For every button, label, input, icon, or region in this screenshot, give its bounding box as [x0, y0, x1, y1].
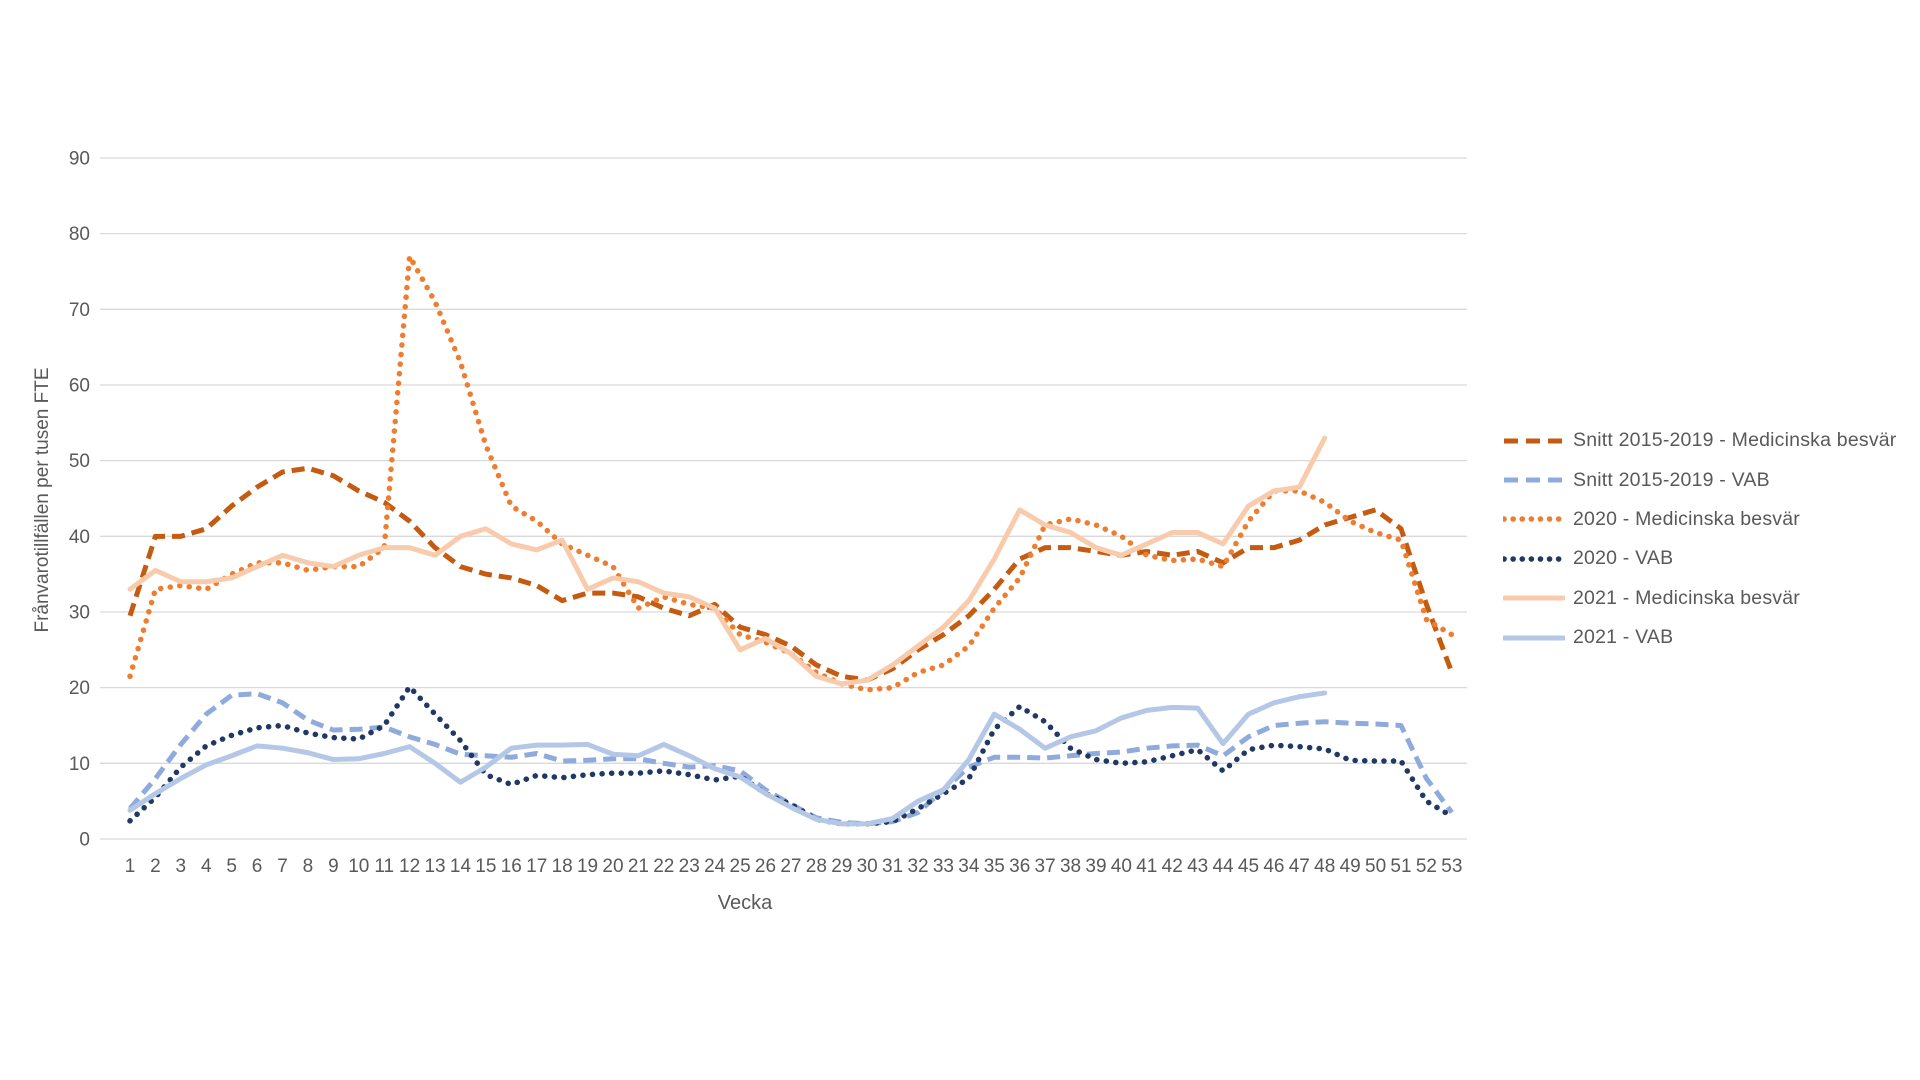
x-tick-label: 32	[907, 856, 928, 877]
series-line-snitt-2015-2019-medicinska-besv-r	[127, 465, 1455, 683]
x-tick-label: 46	[1263, 856, 1284, 877]
x-tick-label: 24	[704, 856, 726, 877]
x-tick-label: 28	[806, 856, 827, 877]
legend-label: 2020 - Medicinska besvär	[1573, 507, 1800, 530]
x-tick-label: 52	[1416, 856, 1437, 877]
x-tick-label: 37	[1035, 856, 1056, 877]
legend: Snitt 2015-2019 - Medicinska besvär Snit…	[1503, 421, 1897, 657]
x-tick-label: 38	[1060, 856, 1081, 877]
x-tick-label: 33	[933, 856, 954, 877]
x-tick-label: 8	[303, 856, 314, 877]
x-tick-label: 51	[1390, 856, 1411, 877]
legend-item-2020-vab: 2020 - VAB	[1503, 539, 1897, 578]
x-tick-label: 21	[628, 856, 649, 877]
legend-marker-snitt-vab-line	[1504, 477, 1564, 483]
x-tick-label: 25	[730, 856, 751, 877]
x-axis-tick-labels: 1 2 3 4 5 6 7 8 9 10 11 12 13 14 15 16 17 18 19 20 21 22 23 24 2…	[125, 856, 1463, 877]
gridlines	[100, 157, 1467, 840]
x-tick-label: 12	[399, 856, 420, 877]
y-tick-label: 10	[69, 754, 90, 775]
x-tick-label: 20	[602, 856, 623, 877]
legend-marker-2021-medicinska-line	[1503, 595, 1565, 601]
legend-marker-2020-vab-line	[1503, 556, 1565, 562]
legend-label: 2021 - VAB	[1573, 626, 1674, 649]
x-tick-label: 27	[780, 856, 801, 877]
y-tick-label: 90	[69, 148, 90, 169]
y-tick-label: 70	[69, 300, 90, 321]
x-tick-label: 41	[1136, 856, 1157, 877]
series-line-2020-vab	[127, 684, 1455, 827]
y-tick-label: 30	[69, 602, 90, 623]
x-tick-label: 45	[1238, 856, 1259, 877]
series-line-2020-medicinska-besv-r	[127, 253, 1455, 693]
legend-item-snitt-medicinska: Snitt 2015-2019 - Medicinska besvär	[1503, 421, 1897, 460]
x-tick-label: 4	[201, 856, 212, 877]
x-tick-label: 3	[176, 856, 187, 877]
x-tick-label: 48	[1314, 856, 1335, 877]
x-tick-label: 22	[653, 856, 674, 877]
y-axis-tick-labels: 0 10 20 30 40 50 60 70 80 90	[69, 148, 90, 850]
y-tick-label: 40	[69, 527, 90, 548]
x-tick-label: 18	[552, 856, 573, 877]
x-tick-label: 42	[1162, 856, 1183, 877]
series-line-snitt-2015-2019-vab	[128, 691, 1454, 827]
x-tick-label: 23	[679, 856, 700, 877]
x-tick-label: 9	[328, 856, 339, 877]
x-tick-label: 5	[226, 856, 237, 877]
legend-marker-2020-medicinska-line	[1503, 516, 1565, 523]
legend-item-2020-medicinska: 2020 - Medicinska besvär	[1503, 500, 1897, 539]
legend-marker-snitt-medicinska-line	[1504, 438, 1564, 444]
x-tick-label: 26	[755, 856, 776, 877]
x-tick-label: 31	[882, 856, 903, 877]
y-tick-label: 50	[69, 451, 90, 472]
legend-label: 2020 - VAB	[1573, 547, 1674, 570]
x-tick-label: 6	[252, 856, 263, 877]
x-tick-label: 11	[374, 856, 394, 877]
x-tick-label: 10	[348, 856, 369, 877]
legend-item-2021-vab: 2021 - VAB	[1503, 618, 1897, 657]
legend-item-2021-medicinska: 2021 - Medicinska besvär	[1503, 579, 1897, 618]
x-tick-label: 17	[526, 856, 547, 877]
series-lines	[127, 253, 1455, 827]
x-tick-label: 35	[984, 856, 1005, 877]
x-tick-label: 49	[1340, 856, 1361, 877]
x-tick-label: 39	[1085, 856, 1106, 877]
x-tick-label: 43	[1187, 856, 1208, 877]
legend-marker-2021-vab-line	[1503, 635, 1565, 641]
x-tick-label: 29	[831, 856, 852, 877]
x-tick-label: 36	[1009, 856, 1030, 877]
x-tick-label: 34	[958, 856, 980, 877]
x-tick-label: 2	[150, 856, 161, 877]
x-tick-label: 16	[501, 856, 522, 877]
legend-item-snitt-vab: Snitt 2015-2019 - VAB	[1503, 460, 1897, 499]
x-tick-label: 53	[1441, 856, 1462, 877]
x-tick-label: 19	[577, 856, 598, 877]
x-tick-label: 1	[125, 856, 136, 877]
x-tick-label: 40	[1111, 856, 1132, 877]
series-line-2021-medicinska-besv-r	[127, 435, 1328, 687]
y-axis-title: Frånvarotillfällen per tusen FTE	[32, 367, 53, 632]
y-tick-label: 80	[69, 224, 90, 245]
x-tick-label: 7	[277, 856, 288, 877]
legend-label: Snitt 2015-2019 - VAB	[1573, 468, 1770, 491]
x-axis-title: Vecka	[718, 892, 773, 914]
y-tick-label: 60	[69, 375, 90, 396]
legend-label: 2021 - Medicinska besvär	[1573, 586, 1800, 609]
x-tick-label: 13	[424, 856, 445, 877]
x-tick-label: 47	[1289, 856, 1310, 877]
y-tick-label: 20	[69, 678, 90, 699]
x-tick-label: 44	[1212, 856, 1234, 877]
x-tick-label: 14	[450, 856, 472, 877]
y-tick-label: 0	[79, 830, 90, 851]
x-tick-label: 15	[475, 856, 496, 877]
legend-label: Snitt 2015-2019 - Medicinska besvär	[1573, 429, 1897, 452]
x-tick-label: 30	[857, 856, 878, 877]
x-tick-label: 50	[1365, 856, 1386, 877]
series-line-2021-vab	[127, 690, 1328, 827]
